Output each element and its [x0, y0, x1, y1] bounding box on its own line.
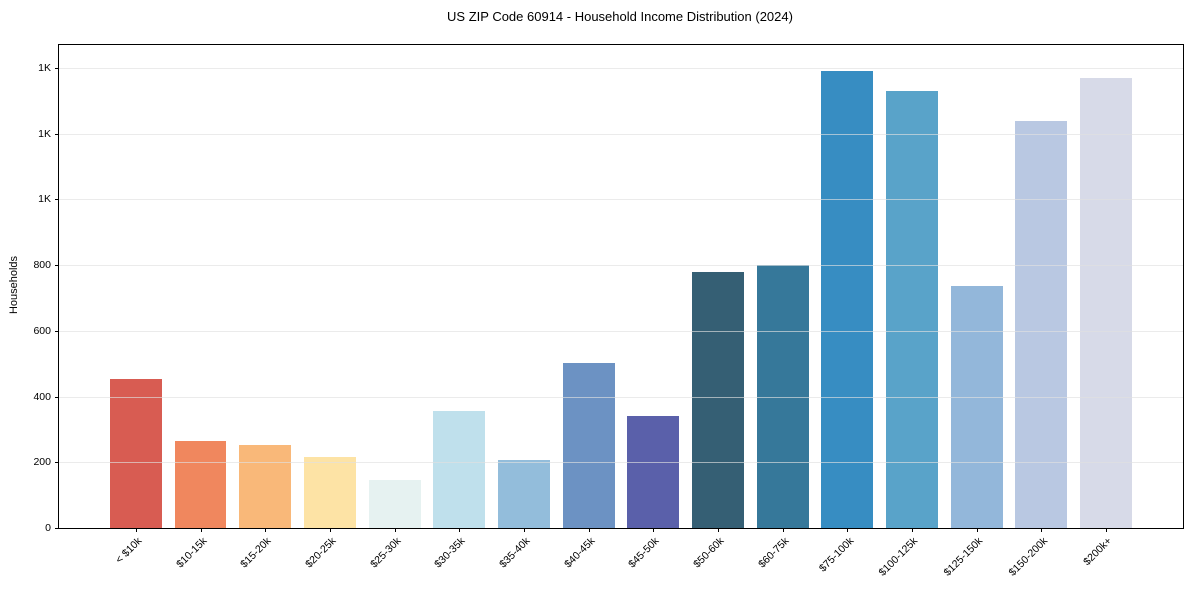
bar-$50-60k	[692, 272, 744, 528]
x-tick-mark	[265, 528, 267, 532]
x-tick-label: $15-20k	[238, 535, 274, 571]
x-tick-label: $20-25k	[303, 535, 339, 571]
x-tick-label: $200k+	[1081, 535, 1115, 569]
y-tick-label: 200	[33, 456, 51, 469]
y-tick-mark	[55, 330, 59, 332]
plot-area: 0 200 400 600 800 1K 1K 1K < $10k $10-15k $15-20k $…	[33, 44, 1184, 579]
y-tick-label: 600	[33, 324, 51, 337]
bar-$100-125k	[886, 91, 938, 528]
x-tick-label: $50-60k	[691, 535, 727, 571]
bar-$75-100k	[821, 70, 874, 528]
x-tick-label: $45-50k	[626, 535, 662, 571]
bar-$30-35k	[433, 411, 486, 528]
x-tick-mark	[523, 528, 525, 532]
x-tick-mark	[459, 528, 461, 532]
gridline	[59, 68, 1183, 69]
bar-$150-200k	[1015, 120, 1068, 528]
x-tick-label: $100-125k	[876, 535, 921, 579]
y-tick-label: 1K	[38, 193, 51, 206]
x-tick-label: $35-40k	[497, 535, 533, 571]
x-tick-mark	[912, 528, 914, 532]
gridline	[59, 330, 1183, 332]
gridline	[59, 133, 1183, 135]
bar-$125-150k	[950, 285, 1003, 528]
y-tick-mark	[55, 133, 59, 135]
x-tick-mark	[976, 528, 978, 532]
y-tick-mark	[55, 265, 59, 267]
x-tick-mark	[329, 528, 331, 532]
bar-< $10k	[110, 378, 162, 528]
y-tick-mark	[55, 396, 59, 398]
chart-title: US ZIP Code 60914 - Household Income Dis…	[447, 9, 793, 24]
x-tick-label: $150-200k	[1006, 535, 1050, 579]
x-tick-label: $125-150k	[941, 535, 986, 579]
y-tick-label: 0	[45, 522, 51, 534]
x-tick-label: $30-35k	[432, 535, 468, 571]
bar-$15-20k	[239, 444, 292, 528]
y-axis-label-text: Households	[8, 255, 20, 315]
gridline	[59, 462, 1183, 464]
x-tick-label: < $10k	[113, 535, 145, 566]
y-tick-mark	[55, 68, 59, 69]
x-tick-label: $10-15k	[173, 535, 210, 571]
x-tick-label: $75-100k	[816, 535, 856, 575]
x-tick-label: $25-30k	[367, 535, 404, 571]
x-tick-mark	[718, 528, 719, 532]
bar-$35-40k	[498, 460, 550, 528]
gridline	[59, 396, 1183, 398]
y-tick-mark	[55, 199, 59, 201]
x-tick-mark	[653, 528, 655, 532]
gridline	[59, 265, 1183, 267]
y-tick-label: 800	[33, 259, 51, 272]
bar-$10-15k	[174, 440, 227, 528]
x-tick-mark	[200, 528, 202, 532]
bar-$20-25k	[304, 457, 356, 528]
x-tick-mark	[847, 528, 849, 532]
x-tick-mark	[1106, 528, 1108, 532]
x-tick-label: $60-75k	[755, 535, 792, 571]
gridline	[59, 199, 1183, 201]
x-tick-mark	[394, 528, 396, 532]
x-tick-mark	[588, 528, 590, 532]
y-tick-label: 1K	[38, 127, 51, 140]
y-tick-mark	[55, 528, 59, 529]
y-tick-label: 400	[33, 390, 51, 403]
bar-$25-30k	[368, 480, 421, 528]
bar-$45-50k	[627, 415, 680, 528]
x-tick-mark	[135, 528, 137, 532]
x-tick-mark	[782, 528, 784, 532]
bar-$200k+	[1080, 77, 1132, 528]
y-tick-label: 1K	[38, 62, 51, 74]
y-tick-mark	[55, 462, 59, 464]
bar-$40-45k	[562, 362, 615, 528]
x-tick-mark	[1041, 528, 1043, 532]
x-tick-label: $40-45k	[561, 535, 598, 571]
